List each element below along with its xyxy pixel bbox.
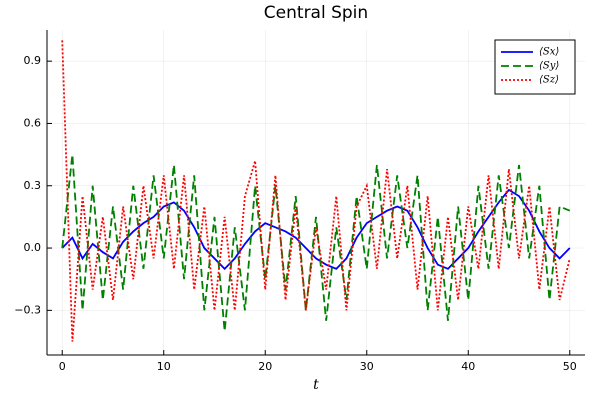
y-tick-label: 0.6 [24,116,42,129]
chart-title: Central Spin [264,3,368,23]
legend-label: ⟨Sx⟩ [539,47,559,58]
y-tick-label: 0.0 [24,241,42,254]
y-tick-label: 0.9 [24,54,42,67]
legend-label: ⟨Sz⟩ [539,75,559,86]
legend-box [494,39,576,95]
x-axis-label: t [313,377,319,393]
x-tick-label: 50 [563,360,577,373]
legend-label: ⟨Sy⟩ [539,61,559,72]
y-tick-label: 0.3 [24,179,42,192]
x-tick-label: 40 [461,360,475,373]
x-tick-label: 30 [360,360,374,373]
x-tick-label: 0 [59,360,66,373]
x-tick-label: 10 [157,360,171,373]
x-tick-label: 20 [258,360,272,373]
series-line [61,154,571,332]
series-line [61,188,571,271]
series-line [61,40,571,342]
y-tick-label: −0.3 [14,303,41,316]
